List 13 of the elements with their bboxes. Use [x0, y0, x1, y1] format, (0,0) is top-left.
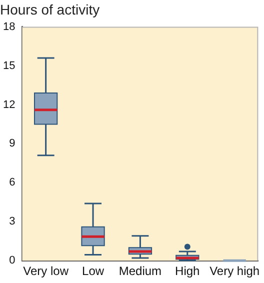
x-tick-label: Medium [118, 264, 162, 278]
y-tick-label: 12 [2, 98, 16, 111]
y-tick-label: 6 [9, 176, 16, 189]
y-tick-label: 0 [9, 254, 16, 267]
y-tick-label: 3 [9, 216, 16, 228]
chart-title: Hours of activity [0, 1, 100, 18]
x-tick-label: Low [82, 264, 104, 278]
x-tick-label: High [175, 264, 200, 278]
y-tick-label: 15 [2, 60, 16, 72]
x-tick-label: Very high [210, 264, 260, 278]
y-tick-label: 18 [2, 20, 16, 33]
y-tick-label: 9 [9, 138, 16, 150]
x-tick-label: Very low [23, 264, 69, 278]
